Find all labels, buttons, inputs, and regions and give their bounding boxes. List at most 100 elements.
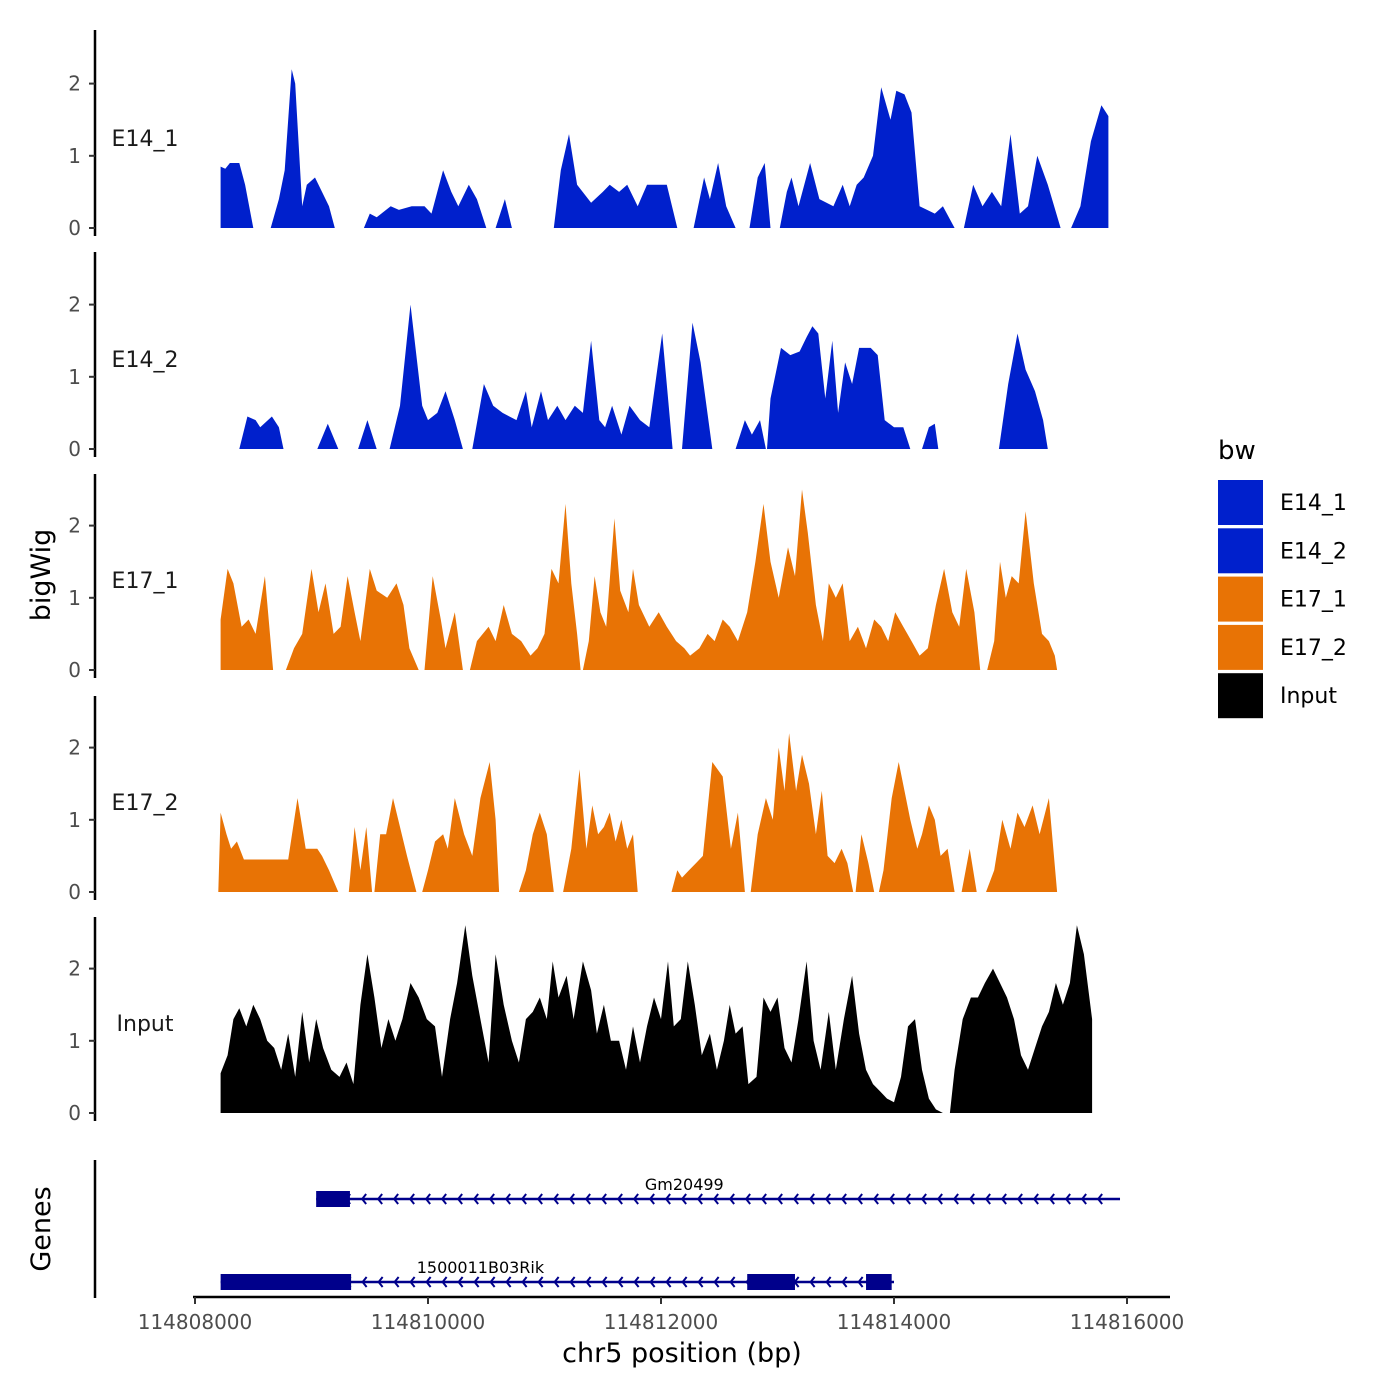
strand-arrow: [1016, 1193, 1023, 1205]
strand-arrow: [729, 1276, 736, 1288]
y-tick-label: 1: [68, 144, 81, 168]
strand-arrow: [760, 1193, 767, 1205]
signal-area: [220, 489, 1058, 670]
track-label: E14_1: [112, 127, 179, 152]
x-tick-label: 114810000: [371, 1310, 486, 1334]
signal-area: [220, 925, 1093, 1113]
strand-arrow: [425, 1276, 432, 1288]
strand-arrow: [792, 1193, 799, 1205]
strand-arrow: [920, 1193, 927, 1205]
gene-gm20499: Gm20499: [316, 1175, 1121, 1207]
strand-arrow: [569, 1276, 576, 1288]
strand-arrow: [552, 1193, 559, 1205]
strand-arrow: [537, 1276, 544, 1288]
signal-area: [218, 733, 1058, 892]
y-axis-title-bigwig: bigWig: [26, 529, 57, 622]
strand-arrow: [665, 1276, 672, 1288]
strand-arrow: [553, 1276, 560, 1288]
track-label: E14_2: [112, 348, 179, 373]
strand-arrow: [712, 1193, 719, 1205]
strand-arrow: [377, 1276, 384, 1288]
strand-arrow: [824, 1193, 831, 1205]
strand-arrow: [808, 1193, 815, 1205]
legend-entry: E14_2: [1218, 528, 1347, 574]
strand-arrow: [393, 1276, 400, 1288]
legend-label: Input: [1280, 684, 1337, 709]
gene-1500011b03rik: 1500011B03Rik: [220, 1258, 894, 1290]
strand-arrow: [809, 1276, 816, 1288]
track-label: E17_1: [112, 569, 179, 594]
strand-arrow: [1096, 1193, 1103, 1205]
legend-entry: Input: [1218, 673, 1337, 719]
x-axis: 114808000 114810000 114812000 114814000 1148…: [138, 1295, 1185, 1334]
y-tick-label: 1: [68, 1029, 81, 1053]
strand-arrow: [601, 1276, 608, 1288]
strand-arrow: [713, 1276, 720, 1288]
strand-arrow: [456, 1193, 463, 1205]
legend-label: E14_1: [1280, 491, 1347, 516]
strand-arrow: [568, 1193, 575, 1205]
exon: [747, 1274, 795, 1290]
legend-swatch: [1218, 673, 1263, 719]
track-label: Input: [117, 1012, 174, 1037]
legend-label: E17_1: [1280, 588, 1347, 613]
strand-arrow: [521, 1276, 528, 1288]
y-tick-label: 0: [68, 1101, 81, 1125]
strand-arrow: [617, 1276, 624, 1288]
strand-arrow: [472, 1193, 479, 1205]
strand-arrow: [440, 1193, 447, 1205]
strand-arrow: [504, 1193, 511, 1205]
strand-arrow: [744, 1193, 751, 1205]
strand-arrow: [728, 1193, 735, 1205]
signal-area: [220, 69, 1109, 228]
strand-arrow: [1048, 1193, 1055, 1205]
strand-arrow: [488, 1193, 495, 1205]
x-tick-label: 114812000: [604, 1310, 719, 1334]
track-label: E17_2: [112, 791, 179, 816]
x-tick-label: 114814000: [837, 1310, 952, 1334]
gene-track: Gm20499 1500011B03Rik: [93, 1160, 1121, 1298]
strand-arrow: [408, 1193, 415, 1205]
strand-arrow: [856, 1193, 863, 1205]
bigwig-tracks: 0 1 2 E14_1 0 1 2 E14_2 0 1 2 E17_1 0 1 2 E17_2 0 1 2 Input: [68, 30, 1109, 1125]
legend-label: E17_2: [1280, 636, 1347, 661]
y-tick-label: 2: [68, 514, 81, 538]
legend-swatch: [1218, 576, 1263, 622]
y-tick-label: 0: [68, 658, 81, 682]
strand-arrow: [664, 1193, 671, 1205]
track-e17-1: 0 1 2 E17_1: [68, 474, 1058, 682]
strand-arrow: [952, 1193, 959, 1205]
y-tick-label: 1: [68, 586, 81, 610]
gene-label: Gm20499: [645, 1175, 724, 1194]
strand-arrow: [360, 1193, 367, 1205]
strand-arrow: [600, 1193, 607, 1205]
y-tick-label: 2: [68, 72, 81, 96]
legend-title: bw: [1218, 436, 1256, 466]
strand-arrow: [584, 1193, 591, 1205]
strand-arrow: [840, 1193, 847, 1205]
y-tick-label: 0: [68, 880, 81, 904]
x-tick-label: 114816000: [1070, 1310, 1185, 1334]
strand-arrow: [984, 1193, 991, 1205]
strand-arrow: [376, 1193, 383, 1205]
y-tick-label: 2: [68, 736, 81, 760]
strand-arrow: [776, 1193, 783, 1205]
strand-arrow: [633, 1276, 640, 1288]
legend-entry: E17_2: [1218, 624, 1347, 670]
strand-arrow: [409, 1276, 416, 1288]
strand-arrow: [825, 1276, 832, 1288]
strand-arrow: [1080, 1193, 1087, 1205]
y-tick-label: 1: [68, 808, 81, 832]
legend-swatch: [1218, 624, 1263, 670]
strand-arrow: [1032, 1193, 1039, 1205]
strand-arrow: [520, 1193, 527, 1205]
strand-arrow: [697, 1276, 704, 1288]
strand-arrow: [696, 1193, 703, 1205]
strand-arrow: [1064, 1193, 1071, 1205]
strand-arrow: [424, 1193, 431, 1205]
strand-arrow: [441, 1276, 448, 1288]
strand-arrow: [536, 1193, 543, 1205]
legend-label: E14_2: [1280, 539, 1347, 564]
strand-arrow: [392, 1193, 399, 1205]
